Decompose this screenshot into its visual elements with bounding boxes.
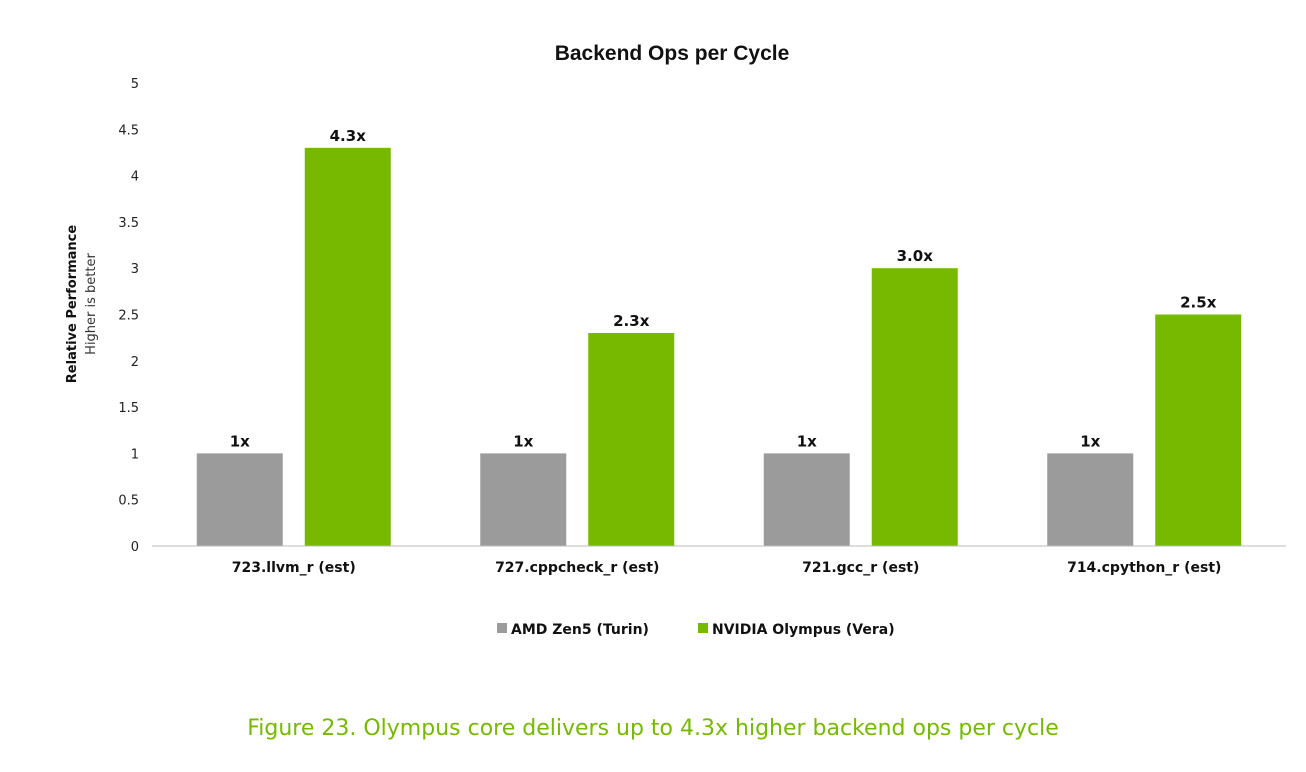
bar-amd [480,453,567,546]
legend-swatch [497,623,507,633]
bar-amd [1047,453,1134,546]
bar-amd [196,453,283,546]
y-axis-subtitle: Higher is better [84,253,99,355]
legend-label: NVIDIA Olympus (Vera) [712,622,895,638]
legend: AMD Zen5 (Turin) NVIDIA Olympus (Vera) [497,622,895,638]
data-label: 2.3x [613,312,650,330]
bar-nvidia [304,147,391,546]
data-label: 3.0x [897,247,934,265]
data-label: 1x [513,432,533,450]
y-tick-label: 3.5 [118,216,139,231]
x-axis-categories: 723.llvm_r (est) 727.cppcheck_r (est) 721.… [232,560,1222,576]
bars: 1x 4.3x 1x 2.3x 1x 3.0x 1x 2.5x [196,127,1242,546]
bar-nvidia [871,268,958,546]
y-tick-label: 1.5 [118,401,139,416]
x-tick-label: 727.cppcheck_r (est) [495,560,659,576]
legend-swatch [698,623,708,633]
y-tick-label: 0 [131,540,139,555]
bar-nvidia [1155,314,1242,546]
y-tick-label: 1 [131,447,139,462]
data-label: 1x [1080,432,1100,450]
data-label: 2.5x [1180,294,1217,312]
bar-amd [763,453,850,546]
y-axis-label: Relative Performance Higher is better [65,225,99,384]
y-axis-ticks: 0 0.5 1 1.5 2 2.5 3 3.5 4 4.5 5 [118,77,139,555]
data-label: 1x [230,432,250,450]
x-tick-label: 721.gcc_r (est) [802,560,919,576]
figure-caption: Figure 23. Olympus core delivers up to 4… [247,716,1059,741]
legend-label: AMD Zen5 (Turin) [511,622,649,638]
bar-nvidia [588,333,675,546]
y-tick-label: 2 [131,355,139,370]
data-label: 4.3x [330,127,367,145]
data-label: 1x [797,432,817,450]
y-tick-label: 5 [131,77,139,92]
y-tick-label: 3 [131,262,139,277]
y-axis-title: Relative Performance [65,225,80,384]
y-tick-label: 2.5 [118,309,139,324]
x-tick-label: 723.llvm_r (est) [232,560,356,576]
chart-title: Backend Ops per Cycle [555,42,790,65]
y-tick-label: 4.5 [118,123,139,138]
x-tick-label: 714.cpython_r (est) [1067,560,1221,576]
y-tick-label: 0.5 [118,494,139,509]
bar-chart: Backend Ops per Cycle Relative Performan… [65,42,1286,638]
y-tick-label: 4 [131,170,139,185]
